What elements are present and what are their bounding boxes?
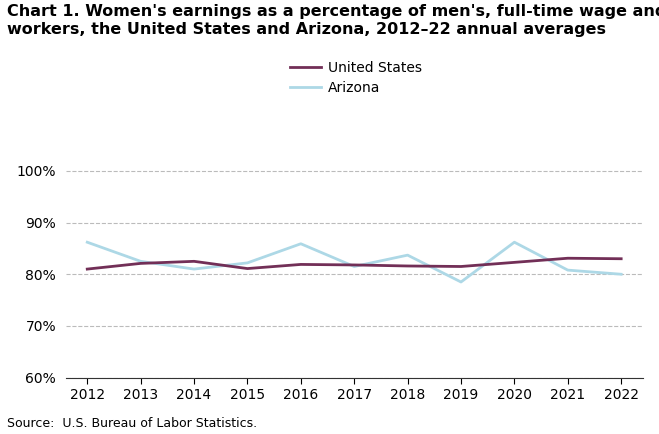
Arizona <box>243 260 251 266</box>
United States <box>190 259 198 264</box>
United States <box>243 266 251 271</box>
Line: United States: United States <box>87 258 621 269</box>
Arizona <box>617 272 625 277</box>
United States <box>297 262 304 267</box>
United States <box>136 261 144 266</box>
United States <box>457 264 465 269</box>
United States <box>350 262 358 267</box>
Arizona <box>457 279 465 285</box>
Text: Chart 1. Women's earnings as a percentage of men's, full-time wage and salary
wo: Chart 1. Women's earnings as a percentag… <box>7 4 659 37</box>
Text: Source:  U.S. Bureau of Labor Statistics.: Source: U.S. Bureau of Labor Statistics. <box>7 417 257 430</box>
Arizona <box>350 264 358 269</box>
United States <box>564 256 572 261</box>
Arizona <box>136 259 144 264</box>
Arizona <box>190 266 198 272</box>
United States <box>617 256 625 261</box>
Legend: United States, Arizona: United States, Arizona <box>290 61 422 95</box>
Line: Arizona: Arizona <box>87 242 621 282</box>
United States <box>404 263 412 269</box>
Arizona <box>297 241 304 247</box>
United States <box>511 260 519 265</box>
Arizona <box>83 240 91 245</box>
Arizona <box>511 240 519 245</box>
United States <box>83 266 91 272</box>
Arizona <box>404 253 412 258</box>
Arizona <box>564 267 572 273</box>
